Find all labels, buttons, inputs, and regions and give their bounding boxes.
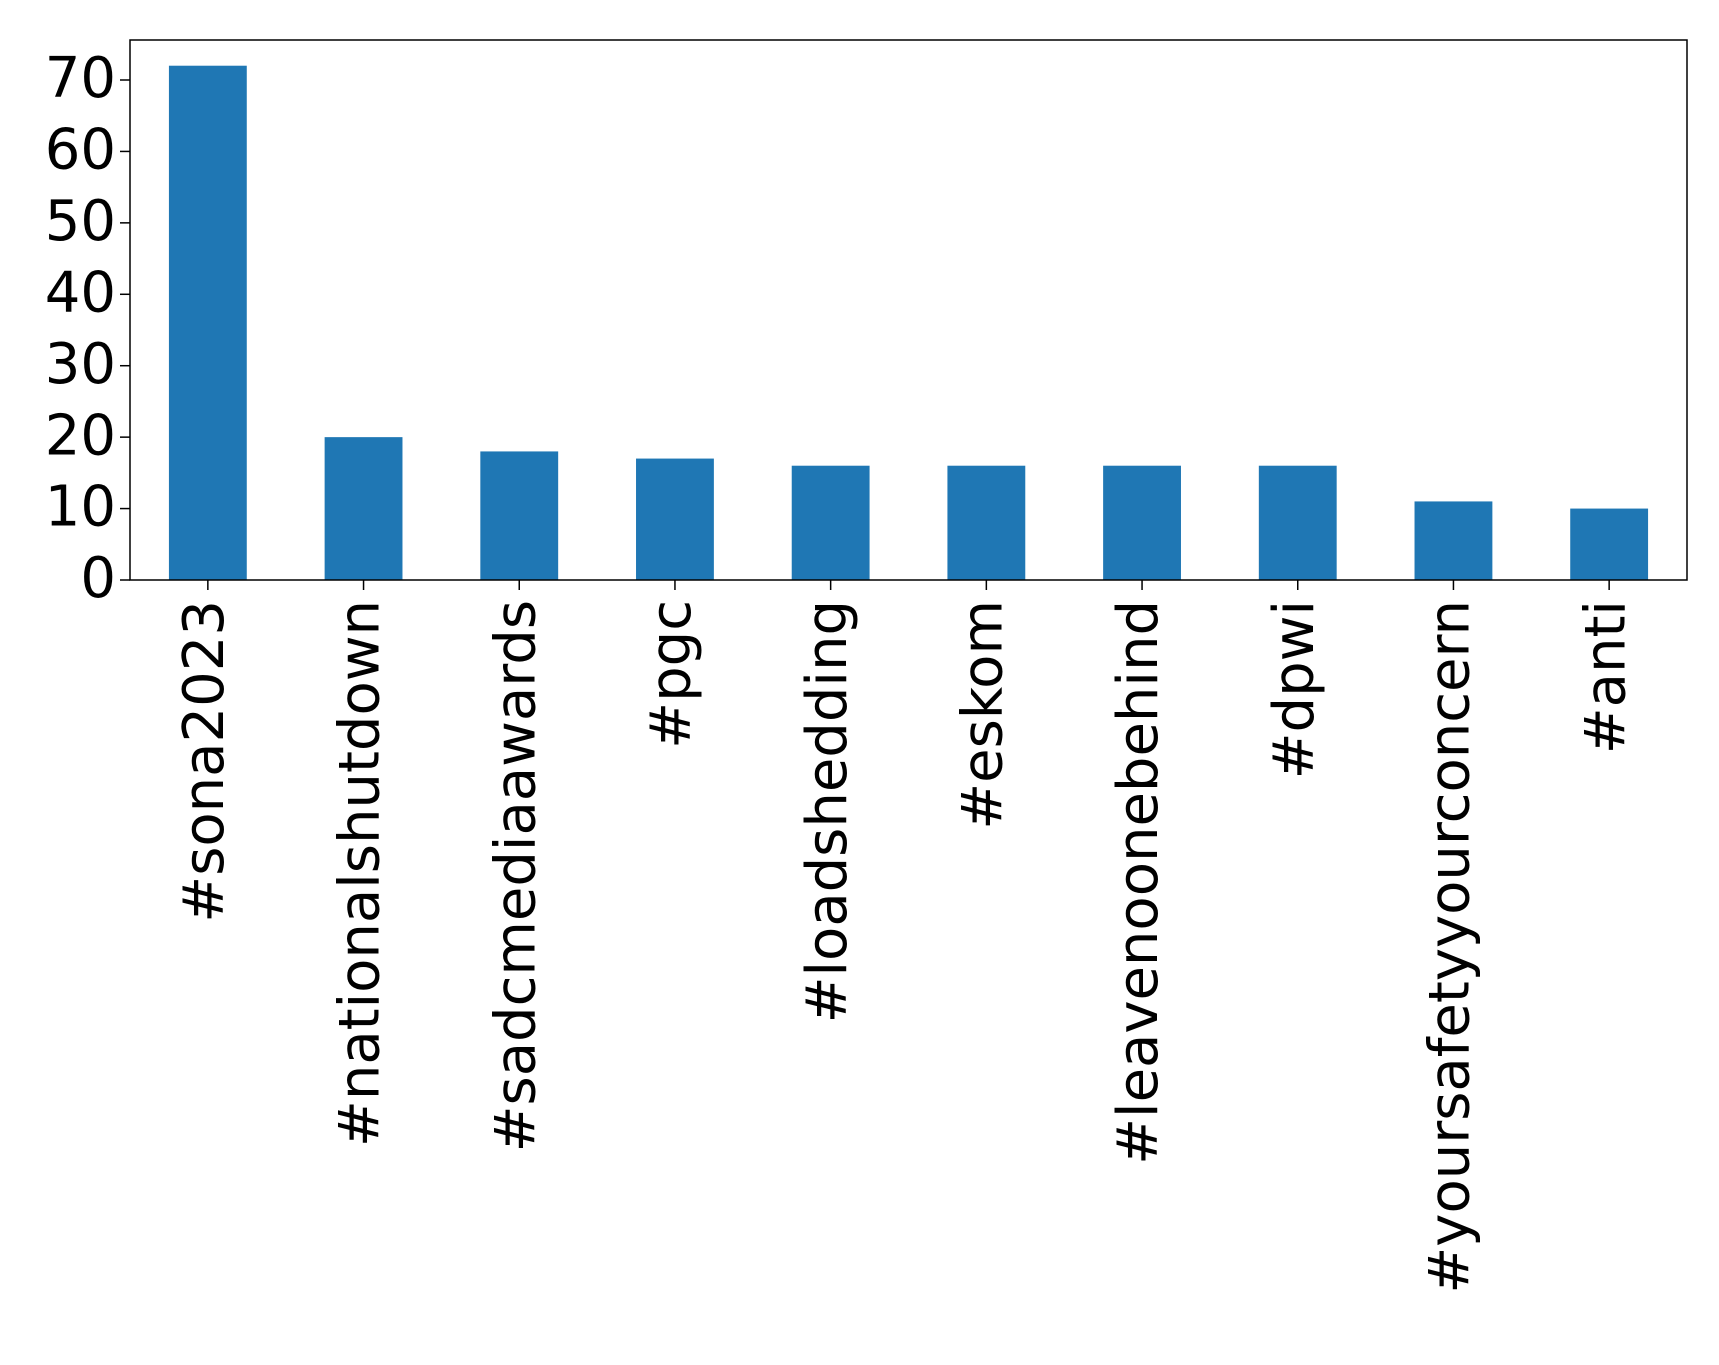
x-tick-label: #leavenoonebehind: [1106, 600, 1171, 1165]
x-tick-label: #pgc: [639, 600, 704, 749]
x-tick-label: #dpwi: [1262, 600, 1327, 779]
y-tick-label: 20: [45, 403, 116, 468]
y-tick-label: 70: [45, 46, 116, 111]
y-tick-label: 0: [80, 546, 116, 611]
y-tick-label: 50: [45, 189, 116, 254]
bar-3: [636, 458, 714, 580]
y-tick-label: 30: [45, 332, 116, 397]
x-tick-label: #anti: [1573, 600, 1638, 754]
y-tick-label: 60: [45, 118, 116, 183]
y-tick-label: 10: [45, 475, 116, 540]
x-tick-label: #yoursafetyyourconcern: [1418, 600, 1483, 1294]
bar-0: [168, 65, 247, 580]
bar-2: [480, 451, 559, 580]
bar-1: [324, 437, 403, 580]
x-tick-label: #sona2023: [172, 600, 237, 923]
bars-group: [168, 65, 1649, 580]
bar-7: [1258, 465, 1337, 580]
x-tick-label: #eskom: [950, 600, 1015, 830]
x-tick-label: #nationalshutdown: [328, 600, 393, 1147]
bar-5: [947, 465, 1026, 580]
plot-frame: [129, 39, 1688, 581]
x-axis: #sona2023 #nationalshutdown #sadcmediaawar…: [172, 580, 1638, 1294]
x-tick-label: #sadcmediaawards: [483, 600, 548, 1152]
y-tick-label: 40: [45, 260, 116, 325]
bar-6: [1103, 465, 1181, 580]
x-tick-label: #loadshedding: [795, 600, 860, 1023]
bar-4: [791, 465, 870, 580]
bar-9: [1570, 508, 1649, 580]
bar-8: [1414, 501, 1493, 580]
